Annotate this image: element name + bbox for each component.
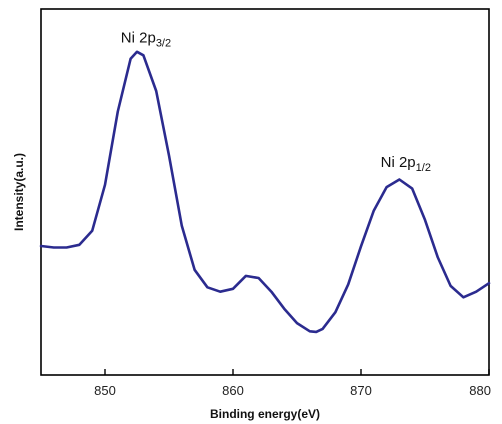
x-tick-label: 880	[469, 383, 491, 398]
series-line	[39, 50, 491, 334]
peak-annotations: Ni 2p3/2 Ni 2p1/2	[121, 30, 431, 175]
y-axis-label: Intensity(a.u.)	[12, 153, 26, 231]
peak-label: Ni 2p3/2	[121, 30, 171, 50]
peak-label: Ni 2p1/2	[381, 154, 431, 174]
x-tick-label: 860	[222, 383, 244, 398]
x-tick-label: 850	[94, 383, 116, 398]
x-axis-ticks: 850 860 870 880	[94, 369, 491, 398]
x-tick-label: 870	[350, 383, 372, 398]
x-axis-label: Binding energy(eV)	[210, 407, 320, 421]
plot-frame	[40, 8, 490, 376]
